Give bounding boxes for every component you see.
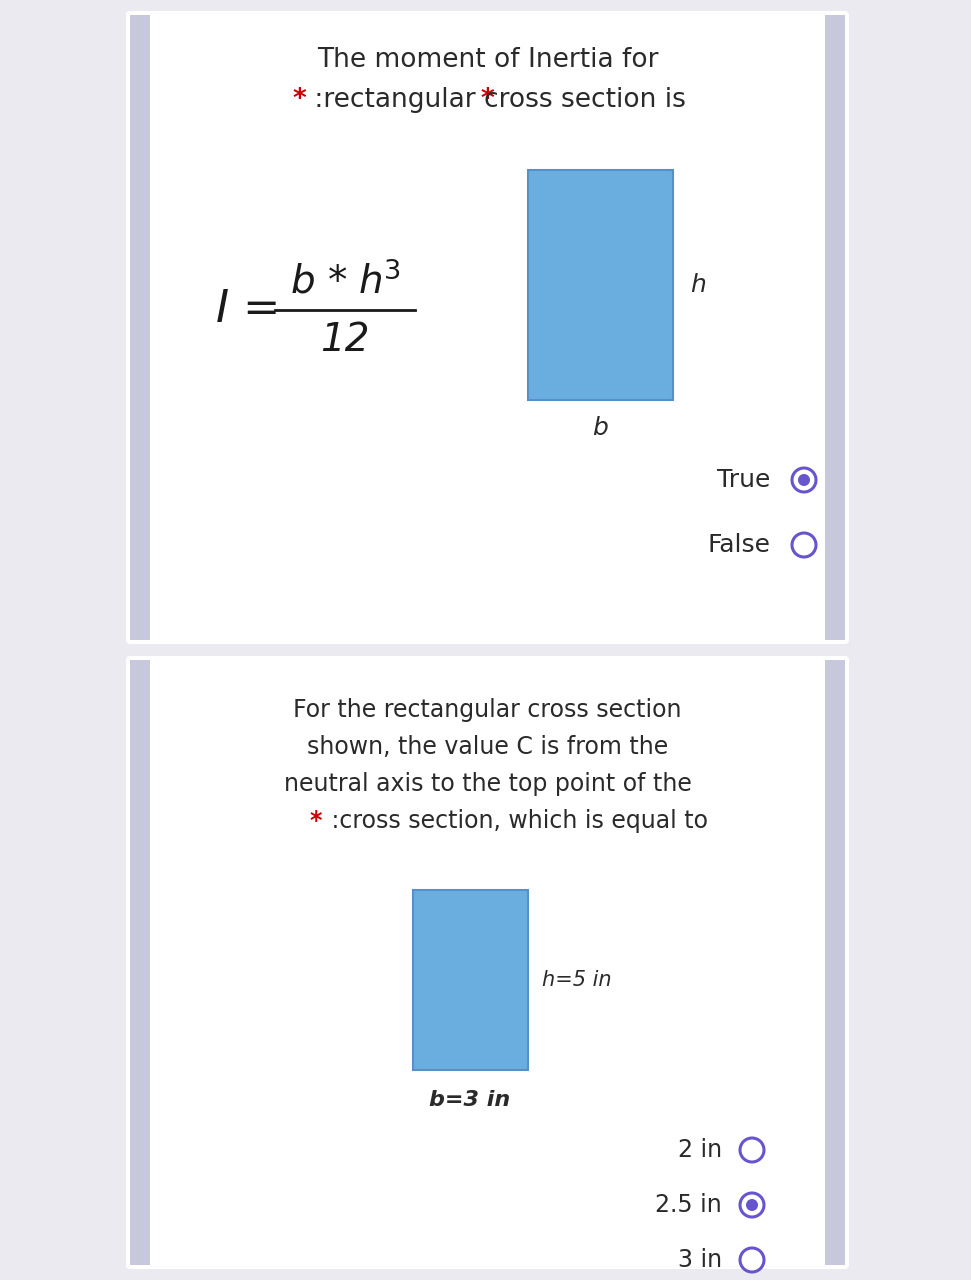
Text: 2 in: 2 in [678,1138,722,1162]
Text: h: h [690,273,706,297]
Text: The moment of Inertia for: The moment of Inertia for [317,47,658,73]
Text: 12: 12 [320,321,370,358]
Text: h=5 in: h=5 in [543,970,612,989]
Bar [130,15,150,640]
Bar [527,170,673,399]
Text: 2.5 in: 2.5 in [655,1193,722,1217]
Circle shape [798,474,810,486]
Text: :cross section, which is equal to: :cross section, which is equal to [323,809,708,833]
Text: b: b [592,416,608,440]
Text: *: * [481,87,494,113]
FancyBboxPatch shape [126,12,849,644]
Text: 3 in: 3 in [678,1248,722,1272]
Circle shape [792,468,816,492]
Circle shape [746,1199,758,1211]
Text: shown, the value C is from the: shown, the value C is from the [307,735,668,759]
Text: For the rectangular cross section: For the rectangular cross section [293,698,682,722]
Bar [413,890,527,1070]
Circle shape [740,1138,764,1162]
Bar [825,15,845,640]
Text: *: * [292,87,306,113]
Text: *: * [310,809,322,833]
Text: False: False [707,532,770,557]
Text: neutral axis to the top point of the: neutral axis to the top point of the [284,772,691,796]
Bar [825,660,845,1265]
Bar [130,660,150,1265]
Text: :rectangular cross section is: :rectangular cross section is [307,87,686,113]
Text: True: True [717,468,770,492]
FancyBboxPatch shape [126,655,849,1268]
Circle shape [792,532,816,557]
Text: $\mathit{b}$ * $\mathit{h}$$^3$: $\mathit{b}$ * $\mathit{h}$$^3$ [289,262,400,302]
Text: $\mathit{I}$ =: $\mathit{I}$ = [215,288,277,332]
Text: b=3 in: b=3 in [429,1091,511,1110]
Circle shape [740,1248,764,1272]
Circle shape [740,1193,764,1217]
